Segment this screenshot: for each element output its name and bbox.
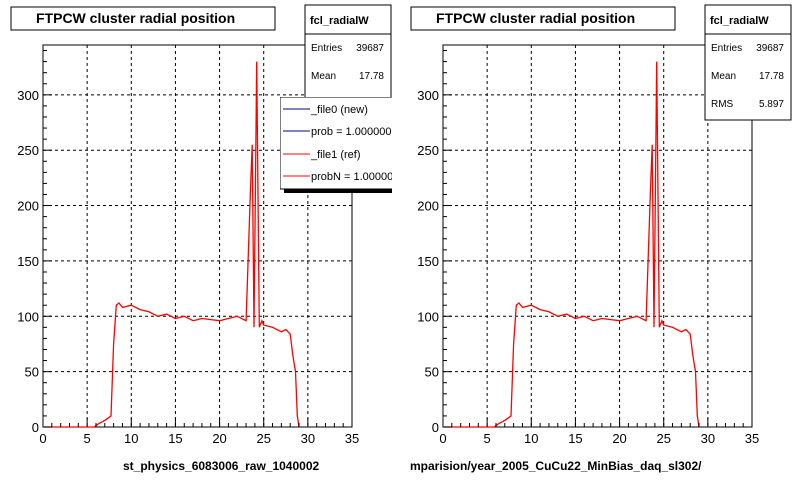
title-box: [410, 6, 676, 31]
grid: [43, 45, 352, 427]
x-tick-label: 0: [39, 431, 46, 446]
x-tick-label: 10: [124, 431, 138, 446]
y-tick-label: 0: [32, 420, 39, 435]
stats-rms-label: RMS: [711, 99, 734, 110]
legend: _file0 (new) prob = 1.000000 _file1 (ref…: [280, 97, 399, 193]
stats-mean-label: Mean: [711, 71, 736, 82]
series-line: [443, 61, 700, 428]
stats-mean-label: Mean: [311, 71, 336, 82]
stats-mean-value: 17.78: [359, 71, 384, 82]
x-axis-label: st_physics_6083006_raw_1040002: [123, 459, 319, 473]
legend-entry: _file1 (ref): [310, 149, 361, 161]
panel-right: 0 5 10 15 20 25 30 35 0 50 100 150 200 250 300 FTPCW c…: [410, 4, 792, 473]
x-tick-label: 15: [168, 431, 182, 446]
legend-entry: probN = 1.000000: [311, 171, 399, 183]
y-tick-label: 200: [417, 199, 439, 214]
stats-entries-value: 39687: [756, 43, 784, 54]
axes: 0 5 10 15 20 25 30 35 0 50 100 150 200 250 300: [417, 50, 759, 446]
stats-name: fcl_radialW: [710, 15, 769, 27]
y-tick-label: 250: [17, 143, 39, 158]
y-tick-label: 150: [417, 254, 439, 269]
y-tick-label: 250: [417, 143, 439, 158]
axes: 0 5 10 15 20 25 30 35 0 50 100 150 200 250 300: [17, 50, 359, 446]
panel-left: 0 5 10 15 20 25 30 35 0 50 100 150 200 250 300 FTPCW c…: [10, 4, 399, 473]
y-tick-label: 0: [432, 420, 439, 435]
y-tick-label: 50: [425, 365, 439, 380]
y-tick-label: 100: [17, 309, 39, 324]
stats-entries-label: Entries: [311, 43, 342, 54]
y-tick-label: 200: [17, 199, 39, 214]
y-tick-label: 300: [417, 88, 439, 103]
x-tick-label: 30: [301, 431, 315, 446]
y-tick-label: 100: [417, 309, 439, 324]
series-layer: [43, 61, 300, 428]
legend-entry: prob = 1.000000: [311, 126, 391, 138]
stats-entries-label: Entries: [711, 43, 742, 54]
grid: [443, 45, 752, 427]
stats-name: fcl_radialW: [310, 15, 369, 27]
x-axis-label: mparision/year_2005_CuCu22_MinBias_daq_s…: [410, 459, 702, 473]
x-tick-label: 25: [656, 431, 670, 446]
legend-entry: _file0 (new): [310, 104, 368, 116]
stats-rms-value: 5.897: [759, 99, 784, 110]
stats-mean-value: 17.78: [759, 71, 784, 82]
x-tick-label: 30: [701, 431, 715, 446]
y-tick-label: 300: [17, 88, 39, 103]
x-tick-label: 25: [256, 431, 270, 446]
x-tick-label: 35: [345, 431, 359, 446]
x-tick-label: 5: [84, 431, 91, 446]
title-box: [10, 6, 276, 31]
x-tick-label: 0: [439, 431, 446, 446]
stats-box: fcl_radialW Entries 39687 Mean 17.78 RMS…: [704, 4, 792, 121]
x-tick-label: 20: [612, 431, 626, 446]
chart-title: FTPCW cluster radial position: [36, 10, 235, 26]
stats-entries-value: 39687: [356, 43, 384, 54]
x-tick-label: 10: [524, 431, 538, 446]
y-tick-label: 50: [25, 365, 39, 380]
series-layer: [443, 61, 700, 428]
x-tick-label: 20: [212, 431, 226, 446]
x-tick-label: 35: [745, 431, 759, 446]
x-tick-label: 5: [484, 431, 491, 446]
x-tick-label: 15: [568, 431, 582, 446]
series-line: [43, 61, 300, 428]
plot-frame: [442, 44, 753, 428]
y-tick-label: 150: [17, 254, 39, 269]
chart-title: FTPCW cluster radial position: [436, 10, 635, 26]
